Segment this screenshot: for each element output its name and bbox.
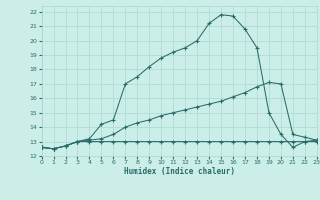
X-axis label: Humidex (Indice chaleur): Humidex (Indice chaleur)	[124, 167, 235, 176]
